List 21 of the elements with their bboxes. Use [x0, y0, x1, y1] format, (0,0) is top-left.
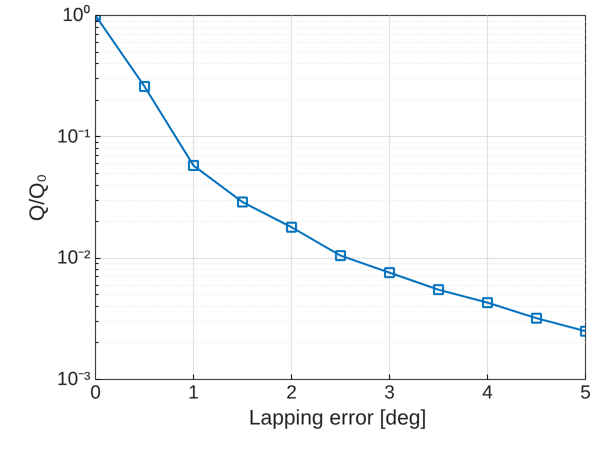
x-tick-label: 0	[90, 382, 101, 404]
point	[188, 160, 199, 172]
point	[237, 196, 248, 208]
y-tick-label: 10⁰	[62, 4, 91, 26]
point	[286, 222, 297, 233]
point	[139, 80, 150, 92]
point	[384, 267, 395, 278]
x-tick-label: 2	[286, 382, 297, 404]
point	[531, 312, 542, 324]
x-tick-label: 1	[188, 382, 199, 404]
y-tick-label: 10⁻¹	[57, 126, 91, 148]
point	[482, 297, 493, 308]
y-tick-label: 10⁻³	[57, 369, 91, 390]
x-axis-title: Lapping error [deg]	[248, 406, 426, 430]
x-tick-label: 3	[384, 382, 395, 404]
point	[433, 284, 444, 296]
y-axis-title: Q/Q₀	[26, 174, 50, 222]
y-tick-label: 10⁻²	[57, 248, 91, 269]
x-tick-label: 5	[580, 382, 591, 404]
x-tick-label: 4	[482, 382, 494, 404]
point	[335, 250, 346, 262]
